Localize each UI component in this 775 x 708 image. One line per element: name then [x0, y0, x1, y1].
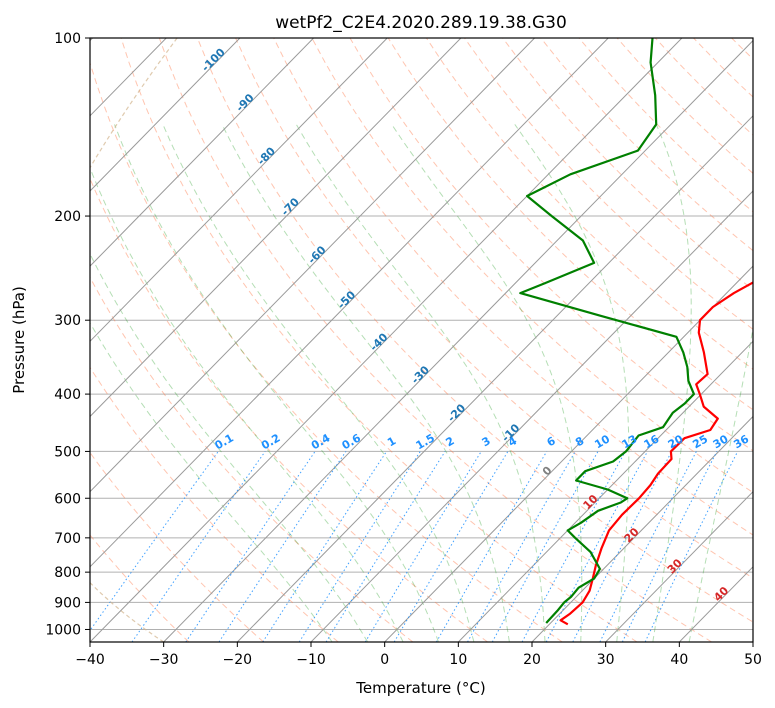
mixing-ratio-line [185, 451, 316, 642]
y-tick-label: 1000 [45, 622, 81, 638]
mixing-ratio-line [599, 451, 697, 642]
y-tick-label: 400 [54, 387, 81, 403]
mixing-ratio-line [491, 451, 599, 642]
isotherm-line [90, 38, 609, 568]
moist-adiabat [514, 124, 630, 642]
x-tick-label: −40 [75, 652, 105, 668]
moist-adiabat [162, 124, 475, 642]
x-axis-label: Temperature (°C) [355, 679, 485, 697]
isotherm-line [163, 39, 753, 642]
mixing-ratio-line [218, 451, 347, 642]
dry-adiabat [235, 38, 753, 579]
x-tick-label: 50 [744, 652, 762, 668]
dewpoint-profile-line [519, 38, 695, 624]
moist-adiabat [652, 124, 692, 642]
isotherm-line [90, 38, 388, 343]
moist-adiabat [221, 124, 510, 642]
isotherm-line [90, 38, 462, 418]
y-tick-label: 600 [54, 491, 81, 507]
temperature-profile-line [559, 281, 753, 626]
mixing-ratio-line [621, 451, 718, 642]
dry-adiabat [349, 38, 753, 452]
isotherm-line [310, 190, 753, 642]
isotherm-line [605, 490, 753, 642]
isotherm-line [90, 38, 683, 642]
mixing-ratio-line [467, 451, 576, 642]
dry-adiabat [90, 61, 563, 642]
y-tick-label: 300 [54, 313, 81, 329]
mixing-ratio-line [131, 451, 266, 642]
y-tick-label: 100 [54, 31, 81, 47]
isotherm-line [90, 38, 241, 192]
x-tick-label: −20 [223, 652, 253, 668]
isotherm-line [531, 415, 753, 642]
y-tick-label: 200 [54, 209, 81, 225]
dry-adiabat [120, 38, 638, 642]
isotherm-line [457, 340, 753, 642]
dry-adiabat [387, 38, 753, 411]
y-axis-label: Pressure (hPa) [10, 286, 28, 394]
moist-adiabat [114, 124, 439, 642]
isotherm-line [384, 265, 753, 642]
x-tick-label: 20 [523, 652, 541, 668]
isotherm-line [90, 38, 314, 267]
data-layer [519, 38, 753, 626]
x-tick-label: −30 [149, 652, 179, 668]
moist-adiabat [295, 124, 546, 642]
mixing-ratio-line [90, 451, 219, 632]
dry-adiabat [90, 451, 264, 642]
x-tick-label: 0 [380, 652, 389, 668]
dry-adiabat [90, 366, 339, 642]
mixing-ratio-line [262, 451, 388, 642]
dry-adiabat [425, 38, 753, 370]
x-tick-label: 10 [449, 652, 467, 668]
x-tick-label: 40 [670, 652, 688, 668]
axes-layer: −40 −30 −20 −10 0 10 20 30 40 50 100 200 300 400 500 60… [45, 31, 762, 668]
mixing-ratio-line [521, 451, 626, 642]
y-tick-label: 900 [54, 595, 81, 611]
y-tick-label: 700 [54, 531, 81, 547]
isotherm-line [90, 38, 535, 493]
x-tick-label: 30 [597, 652, 615, 668]
moist-adiabat [688, 325, 753, 642]
mixing-ratio-line [298, 451, 421, 642]
y-tick-label: 500 [54, 444, 81, 460]
dry-adiabat [311, 38, 753, 494]
dry-adiabat [90, 177, 488, 642]
isotherm-line [236, 115, 753, 642]
dry-adiabat [196, 38, 753, 623]
plot-frame [89, 37, 754, 643]
chart-title: wetPf2_C2E4.2020.289.19.38.G30 [275, 13, 567, 33]
y-tick-label: 800 [54, 565, 81, 581]
dry-adiabat [158, 38, 712, 642]
x-tick-label: −10 [296, 652, 326, 668]
mixing-ratio-line [364, 451, 482, 642]
moist-adiabat [90, 252, 369, 642]
